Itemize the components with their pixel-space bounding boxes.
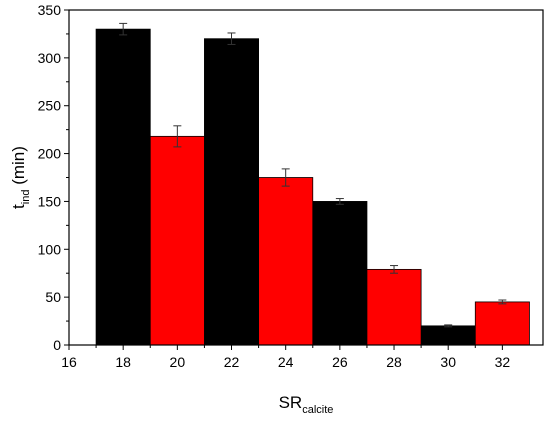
y-axis-title-unit: (min) xyxy=(9,146,28,189)
y-axis-title: tind (min) xyxy=(9,146,32,209)
y-tick-label: 300 xyxy=(38,50,62,66)
y-axis-title-sub: ind xyxy=(20,190,32,205)
error-bar xyxy=(281,168,290,187)
x-tick-label: 22 xyxy=(224,354,240,370)
error-bar xyxy=(444,324,453,328)
bar xyxy=(258,177,314,346)
x-axis: 16 18 20 22 24 26 28 30 32 xyxy=(61,345,510,370)
bar xyxy=(312,201,368,346)
bar xyxy=(474,301,530,346)
bar xyxy=(149,135,205,346)
x-tick-label: 18 xyxy=(115,354,131,370)
x-tick-label: 20 xyxy=(170,354,186,370)
error-bar xyxy=(173,125,182,148)
x-axis-title: SRcalcite xyxy=(279,393,334,416)
y-axis-title-main: t xyxy=(9,204,28,209)
y-axis: 0 50 100 150 200 250 300 350 xyxy=(38,2,69,353)
y-tick-label: 250 xyxy=(38,98,62,114)
bar xyxy=(420,325,476,346)
y-tick-label: 0 xyxy=(53,337,61,353)
y-tick-label: 150 xyxy=(38,193,62,209)
bar xyxy=(366,268,422,346)
y-tick-label: 350 xyxy=(38,2,62,18)
bar xyxy=(204,38,260,346)
x-tick-label: 32 xyxy=(495,354,511,370)
error-bar xyxy=(498,299,507,305)
error-bar xyxy=(227,32,236,45)
x-tick-label: 30 xyxy=(440,354,456,370)
x-axis-title-main: SR xyxy=(279,393,303,412)
x-tick-label: 16 xyxy=(61,354,77,370)
error-bar xyxy=(335,198,344,205)
y-tick-label: 200 xyxy=(38,146,62,162)
x-tick-label: 24 xyxy=(278,354,294,370)
error-bar xyxy=(390,265,399,274)
error-bar xyxy=(119,22,128,36)
error-bars-layer xyxy=(119,22,507,328)
x-axis-title-sub: calcite xyxy=(302,404,333,416)
x-tick-label: 28 xyxy=(386,354,402,370)
y-tick-label: 100 xyxy=(38,241,62,257)
bar xyxy=(95,28,151,346)
bars-layer xyxy=(95,28,530,346)
y-tick-label: 50 xyxy=(45,289,61,305)
x-tick-label: 26 xyxy=(332,354,348,370)
